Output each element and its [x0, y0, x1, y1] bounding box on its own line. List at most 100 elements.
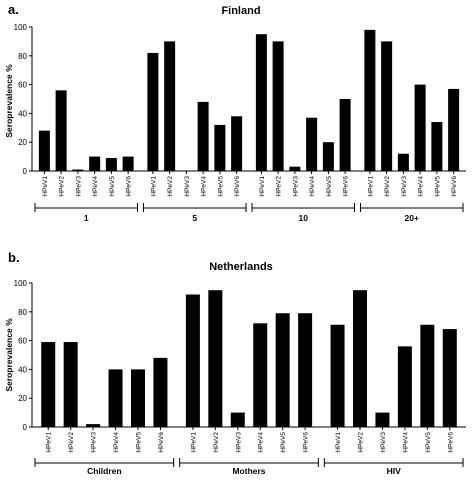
bar	[72, 169, 84, 171]
bar	[414, 84, 426, 171]
category-label: HPeV1	[150, 176, 157, 197]
panel-b-plot-area: 0 20 40 60 80 100 HPeV1 HPeV2 HPeV3 HPeV4 HPeV5 HPe…	[14, 279, 466, 476]
category-label: HPeV4	[201, 176, 208, 197]
bar	[89, 156, 101, 171]
category-label: HPeV2	[276, 176, 283, 197]
group-label: 10	[299, 213, 309, 223]
category-label: HPeV6	[447, 432, 454, 453]
bar	[330, 324, 345, 427]
category-label: HPeV1	[46, 432, 53, 453]
y-tick-label: 40	[18, 365, 27, 374]
category-label: HPeV6	[343, 176, 350, 197]
y-tick-label: 0	[23, 167, 28, 176]
category-label: HPeV3	[401, 176, 408, 197]
group-label: Mothers	[232, 466, 265, 476]
category-label: HPeV4	[402, 432, 409, 453]
panel-a-plot-area: 0 20 40 60 80 100 HPeV1 HPeV2 HPeV3 HPeV4 HPeV5 HPe…	[14, 23, 466, 223]
bar	[375, 412, 390, 427]
category-label: HPeV5	[326, 176, 333, 197]
bar	[197, 101, 209, 171]
panel-a-letter: a.	[8, 2, 19, 17]
bar	[298, 313, 313, 427]
bar	[63, 342, 78, 427]
bar	[214, 124, 226, 171]
panel-b-title: Netherlands	[209, 261, 273, 273]
category-label: HPeV3	[75, 176, 82, 197]
bar	[164, 41, 176, 172]
y-tick-label: 40	[18, 109, 27, 118]
category-label: HPeV1	[190, 432, 197, 453]
bar	[289, 166, 301, 171]
category-label: HPeV5	[136, 432, 143, 453]
bar	[381, 41, 393, 172]
bar	[131, 369, 145, 427]
bar	[255, 34, 267, 172]
category-label: HPeV5	[434, 176, 441, 197]
bar	[353, 290, 367, 427]
bar	[41, 342, 56, 427]
category-label: HPeV3	[184, 176, 191, 197]
bar	[322, 142, 334, 171]
panel-a-y-axis-label: Seroprevalence %	[4, 64, 14, 138]
category-label: HPeV5	[425, 432, 432, 453]
category-label: HPeV2	[384, 176, 391, 197]
category-label: HPeV4	[309, 176, 316, 197]
group-label: 1	[84, 213, 89, 223]
group-label: HIV	[387, 466, 402, 476]
bar	[431, 122, 443, 171]
category-label: HPeV1	[367, 176, 374, 197]
category-label: HPeV3	[380, 432, 387, 453]
category-label: HPeV4	[418, 176, 425, 197]
category-label: HPeV6	[126, 176, 133, 197]
bar	[339, 99, 351, 171]
category-label: HPeV2	[213, 432, 220, 453]
bar	[306, 117, 318, 171]
bar	[108, 369, 123, 427]
bar	[448, 88, 460, 171]
bar	[397, 153, 409, 171]
category-label: HPeV4	[92, 176, 99, 197]
bar	[38, 130, 50, 171]
group-label: 5	[192, 213, 197, 223]
bar	[420, 324, 435, 427]
y-tick-label: 20	[18, 394, 27, 403]
bar	[105, 158, 117, 171]
bar	[208, 290, 223, 427]
bar	[55, 90, 67, 171]
category-label: HPeV2	[358, 432, 365, 453]
bar	[231, 116, 243, 171]
category-label: HPeV4	[258, 432, 265, 453]
category-label: HPeV5	[109, 176, 116, 197]
bar	[153, 357, 168, 427]
category-label: HPeV3	[235, 432, 242, 453]
panel-b-letter: b.	[8, 250, 20, 265]
y-tick-label: 60	[18, 337, 27, 346]
y-tick-label: 100	[14, 279, 28, 288]
y-tick-label: 60	[18, 81, 27, 90]
bar	[253, 323, 268, 427]
bar	[364, 29, 376, 171]
category-label: HPeV1	[259, 176, 266, 197]
bar	[147, 52, 159, 171]
bar	[275, 313, 290, 427]
panel-b-y-axis-label: Seroprevalence %	[4, 318, 14, 392]
category-label: HPeV4	[113, 432, 120, 453]
panel-a-title: Finland	[221, 5, 260, 17]
category-label: HPeV2	[68, 432, 75, 453]
category-label: HPeV3	[91, 432, 98, 453]
bar	[442, 329, 457, 427]
category-label: HPeV3	[292, 176, 299, 197]
category-label: HPeV5	[217, 176, 224, 197]
category-label: HPeV6	[158, 432, 165, 453]
bar	[397, 346, 412, 427]
bar	[185, 294, 200, 427]
category-label: HPeV6	[234, 176, 241, 197]
category-label: HPeV6	[451, 176, 458, 197]
y-tick-label: 80	[18, 52, 27, 61]
y-tick-label: 20	[18, 138, 27, 147]
bar	[230, 412, 245, 427]
y-tick-label: 80	[18, 308, 27, 317]
category-label: HPeV1	[42, 176, 49, 197]
group-label: Children	[87, 466, 121, 476]
